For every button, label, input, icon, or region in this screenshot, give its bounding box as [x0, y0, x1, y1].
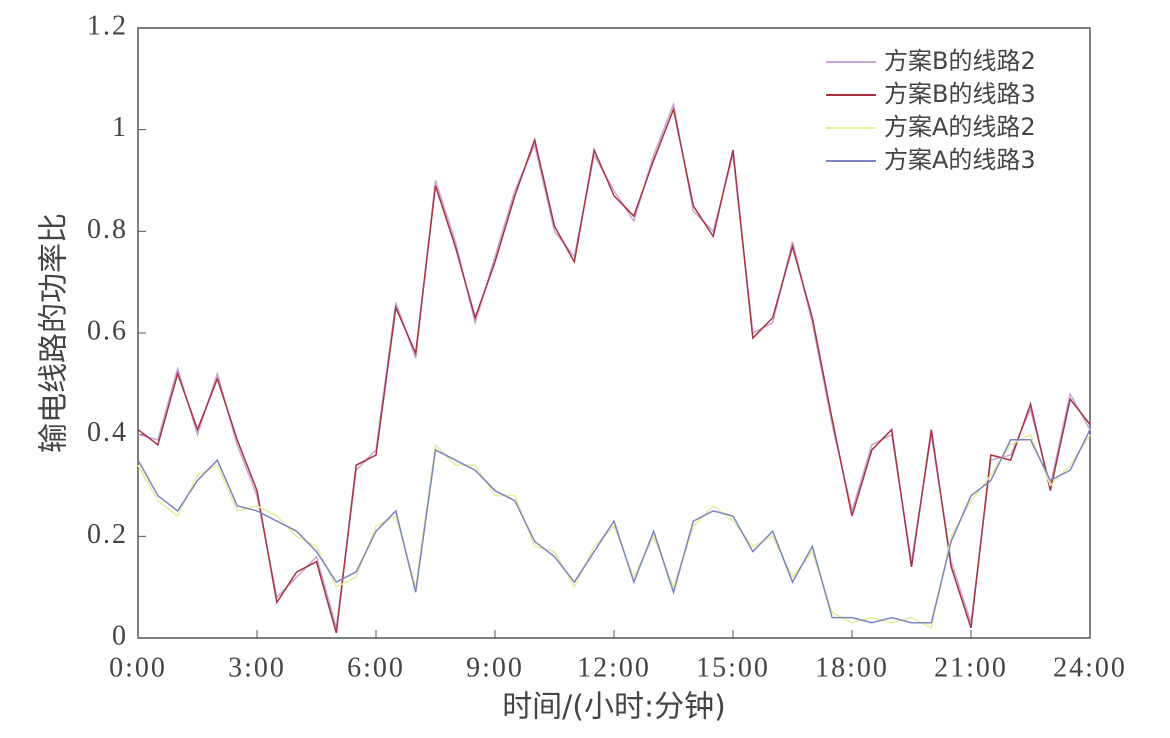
y-axis-title: 输电线路的功率比 — [37, 213, 72, 453]
x-tick-label: 9:00 — [466, 652, 524, 683]
legend-label: 方案A的线路2 — [884, 113, 1036, 141]
x-tick-label: 6:00 — [347, 652, 405, 683]
y-tick-label: 0.8 — [87, 214, 128, 245]
x-axis-title: 时间/(小时:分钟) — [502, 690, 726, 725]
x-tick-label: 0:00 — [109, 652, 167, 683]
y-tick-label: 1.2 — [87, 10, 128, 41]
y-tick-label: 0.6 — [87, 315, 128, 346]
legend-label: 方案B的线路2 — [884, 47, 1036, 75]
y-tick-label: 1 — [112, 112, 128, 143]
series-line — [137, 106, 1091, 634]
legend-label: 方案A的线路3 — [884, 146, 1036, 174]
legend-label: 方案B的线路3 — [884, 80, 1036, 108]
x-tick-label: 24:00 — [1053, 652, 1127, 683]
y-tick-label: 0 — [112, 620, 128, 651]
series-line — [137, 429, 1091, 624]
x-tick-label: 18:00 — [815, 652, 889, 683]
series-line — [137, 101, 1091, 629]
series-line — [137, 433, 1091, 629]
x-tick-label: 21:00 — [934, 652, 1008, 683]
y-tick-label: 0.2 — [87, 519, 128, 550]
y-tick-label: 0.4 — [87, 417, 128, 448]
x-tick-label: 3:00 — [228, 652, 286, 683]
x-tick-label: 15:00 — [696, 652, 770, 683]
x-tick-label: 12:00 — [577, 652, 651, 683]
